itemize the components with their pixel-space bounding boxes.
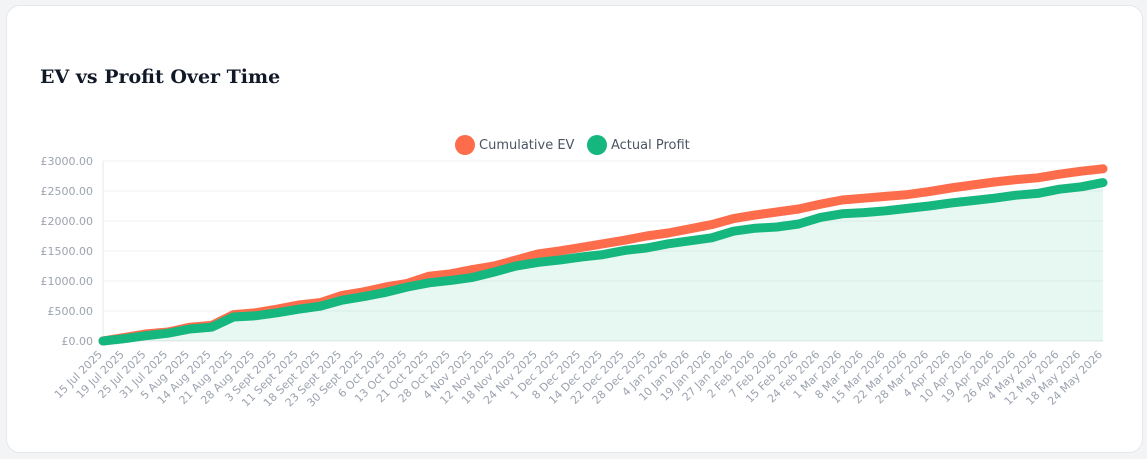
chart-title: EV vs Profit Over Time: [40, 66, 281, 88]
y-tick-label: £1000.00: [41, 275, 94, 288]
card: EV vs Profit Over Time: [6, 5, 1143, 453]
legend-label: Cumulative EV: [479, 138, 575, 153]
legend-label: Actual Profit: [611, 138, 690, 153]
y-tick-label: £1500.00: [41, 245, 94, 258]
legend-marker: [455, 135, 475, 155]
y-tick-label: £2500.00: [41, 185, 94, 198]
y-tick-label: £0.00: [62, 335, 94, 348]
y-tick-label: £3000.00: [41, 155, 94, 168]
legend-marker: [587, 135, 607, 155]
y-tick-label: £2000.00: [41, 215, 94, 228]
y-tick-label: £500.00: [48, 305, 94, 318]
line: [98, 178, 1108, 346]
